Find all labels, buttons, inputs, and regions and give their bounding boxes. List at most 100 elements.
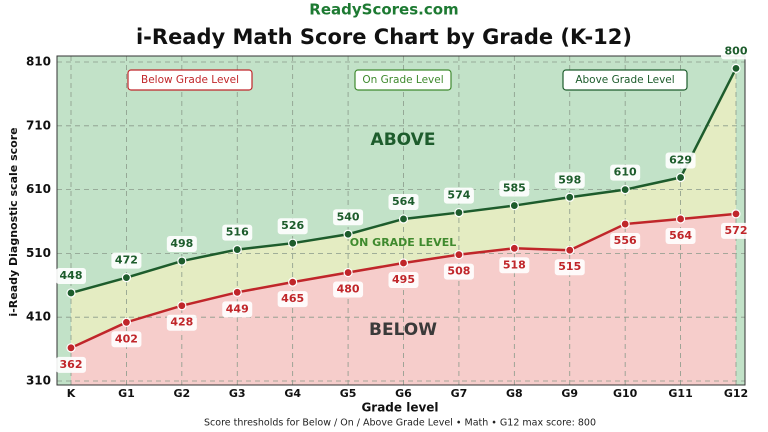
value-label: 362: [60, 358, 83, 371]
point: [731, 209, 741, 219]
point: [66, 343, 76, 353]
plot-border: [56, 55, 746, 386]
value-label: 564: [392, 195, 415, 208]
value-label: 518: [503, 258, 526, 271]
value-label-bg: [388, 193, 419, 210]
y-tick-label: 810: [26, 55, 51, 69]
point: [454, 207, 464, 218]
value-label: 574: [447, 189, 470, 202]
y-axis-label: i-Ready Diagnostic scale score: [7, 127, 20, 316]
point: [675, 214, 686, 224]
value-label-bg: [166, 314, 197, 331]
value-label: 498: [170, 237, 193, 250]
value-label-bg: [443, 187, 474, 204]
point: [509, 200, 519, 211]
x-tick-label: G5: [340, 387, 357, 400]
value-label-bg: [333, 281, 364, 298]
y-tick-label: 310: [26, 374, 51, 388]
x-tick-label: G2: [173, 387, 190, 400]
x-tick-label: G3: [229, 387, 246, 400]
x-tick-label: G10: [613, 387, 638, 400]
x-tick-label: G8: [506, 387, 523, 400]
point: [121, 273, 132, 283]
x-tick-label: G1: [118, 387, 135, 400]
point: [66, 288, 76, 298]
value-label-bg: [665, 227, 696, 244]
value-label: 495: [392, 273, 415, 286]
point: [454, 250, 464, 260]
value-label: 540: [337, 210, 360, 223]
value-label: 402: [115, 332, 138, 345]
point: [620, 219, 630, 229]
legend-box: [354, 69, 452, 91]
point: [177, 301, 187, 311]
value-label: 526: [281, 219, 304, 232]
point: [675, 172, 686, 183]
value-label: 449: [226, 302, 249, 315]
value-label-bg: [222, 301, 253, 318]
x-axis-label: Grade level: [361, 401, 438, 415]
value-label: 508: [447, 265, 470, 278]
x-tick-label: G4: [284, 387, 301, 400]
value-label-bg: [277, 291, 308, 308]
value-label-bg: [443, 263, 474, 280]
point: [398, 258, 409, 268]
value-label-bg: [499, 257, 530, 274]
zone-label: ON GRADE LEVEL: [350, 236, 456, 249]
point: [731, 63, 741, 73]
site-name: ReadyScores.com: [309, 1, 458, 19]
legend-label: Above Grade Level: [575, 74, 674, 86]
value-label: 428: [170, 316, 193, 329]
x-tick-label: K: [67, 387, 76, 400]
legend-label: Below Grade Level: [141, 74, 239, 86]
x-tick-label: G9: [561, 387, 578, 400]
point: [565, 192, 575, 202]
value-label: 556: [614, 234, 637, 247]
value-label-bg: [166, 236, 197, 253]
legend-box: [127, 69, 253, 91]
value-label-bg: [388, 271, 419, 288]
point: [177, 256, 187, 266]
point: [232, 244, 242, 255]
value-label-bg: [499, 180, 530, 197]
legend-label: On Grade Level: [362, 74, 443, 86]
value-label-bg: [56, 267, 86, 284]
value-label-bg: [610, 233, 641, 250]
y-tick-label: 410: [26, 310, 51, 324]
value-label-bg: [554, 172, 585, 189]
footnote: Score thresholds for Below / On / Above …: [204, 418, 596, 429]
value-label: 448: [60, 269, 83, 282]
value-label: 598: [558, 173, 581, 186]
y-tick-label: 710: [26, 118, 51, 132]
value-label: 800: [725, 44, 748, 57]
value-label-bg: [56, 356, 86, 373]
value-label-bg: [222, 224, 253, 241]
legend-box: [562, 69, 688, 91]
zone-label: ABOVE: [371, 130, 436, 150]
point: [288, 277, 298, 287]
value-label: 465: [281, 292, 304, 305]
value-label: 629: [669, 153, 692, 166]
point: [620, 185, 630, 195]
value-label-bg: [554, 259, 585, 276]
point: [509, 243, 519, 253]
value-label-bg: [721, 222, 751, 239]
x-tick-label: G6: [395, 387, 412, 400]
point: [398, 214, 409, 224]
value-label-bg: [111, 331, 142, 348]
value-label: 480: [337, 283, 360, 296]
value-label: 585: [503, 182, 526, 195]
point: [565, 245, 575, 255]
y-tick-label: 610: [26, 182, 51, 196]
x-tick-label: G11: [668, 387, 692, 400]
x-tick-label: G7: [451, 387, 468, 400]
value-label-bg: [111, 252, 142, 269]
value-label: 610: [614, 166, 637, 179]
point: [232, 287, 242, 297]
y-tick-label: 510: [26, 246, 51, 260]
value-label-bg: [610, 164, 641, 181]
value-label: 572: [725, 224, 748, 237]
value-label-bg: [277, 218, 308, 235]
value-label: 515: [558, 260, 581, 273]
